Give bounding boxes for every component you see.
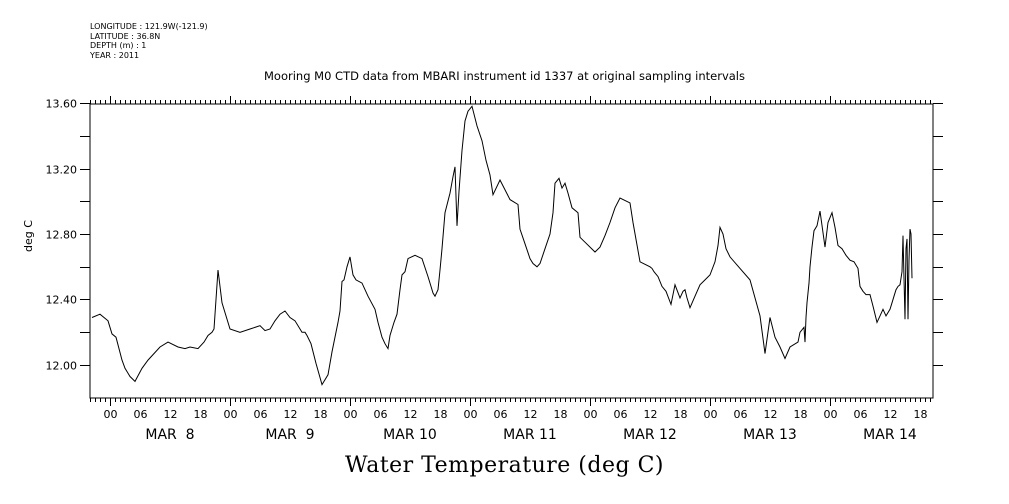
x-hour-tick-label: 00 xyxy=(224,408,238,421)
x-hour-tick-label: 00 xyxy=(464,408,478,421)
x-day-label: MAR 14 xyxy=(863,427,917,443)
x-hour-tick-label: 18 xyxy=(314,408,328,421)
x-hour-tick-label: 00 xyxy=(344,408,358,421)
y-tick-label: 12.40 xyxy=(46,294,78,307)
x-hour-tick-label: 12 xyxy=(644,408,658,421)
x-hour-tick-label: 12 xyxy=(284,408,298,421)
x-day-label: MAR 8 xyxy=(145,427,194,443)
depth-text: DEPTH (m) : 1 xyxy=(90,41,147,50)
x-hour-tick-label: 00 xyxy=(584,408,598,421)
y-tick-label: 13.20 xyxy=(46,164,78,177)
x-hour-tick-label: 18 xyxy=(794,408,808,421)
x-hour-tick-label: 12 xyxy=(164,408,178,421)
plot-frame xyxy=(89,103,934,399)
x-ticks-group: 00 06 12 18 00 06 12 18 00 06 12 18 00 06 12 18 00 06 12 18… xyxy=(90,96,931,443)
x-hour-tick-label: 06 xyxy=(494,408,508,421)
x-day-label: MAR 10 xyxy=(383,427,437,443)
axes-group xyxy=(89,103,934,399)
y-tick-label: 12.00 xyxy=(46,360,78,373)
x-day-label: MAR 12 xyxy=(623,427,677,443)
x-hour-tick-label: 06 xyxy=(374,408,388,421)
x-hour-tick-label: 12 xyxy=(764,408,778,421)
x-hour-tick-label: 06 xyxy=(854,408,868,421)
x-hour-tick-label: 06 xyxy=(254,408,268,421)
y-ticks-group: 12.00 12.40 12.80 13.20 13.60 xyxy=(46,98,943,373)
chart-title: Mooring M0 CTD data from MBARI instrumen… xyxy=(264,69,745,83)
metadata-block: LONGITUDE : 121.9W(-121.9) LATITUDE : 36… xyxy=(90,22,208,60)
longitude-text: LONGITUDE : 121.9W(-121.9) xyxy=(90,22,208,31)
x-hour-tick-label: 06 xyxy=(734,408,748,421)
series-line-water-temperature xyxy=(91,105,913,386)
x-hour-tick-label: 06 xyxy=(614,408,628,421)
x-day-label: MAR 9 xyxy=(265,427,314,443)
year-text: YEAR : 2011 xyxy=(90,50,140,60)
x-hour-tick-label: 12 xyxy=(884,408,898,421)
x-hour-tick-label: 18 xyxy=(674,408,688,421)
x-hour-tick-label: 18 xyxy=(194,408,208,421)
x-hour-tick-label: 00 xyxy=(824,408,838,421)
y-tick-label: 13.60 xyxy=(46,98,78,111)
y-tick-label: 12.80 xyxy=(46,229,78,242)
x-hour-tick-label: 18 xyxy=(914,408,928,421)
x-axis-title: Water Temperature (deg C) xyxy=(345,453,664,478)
x-hour-tick-label: 00 xyxy=(104,408,118,421)
x-hour-tick-label: 12 xyxy=(404,408,418,421)
x-hour-tick-label: 18 xyxy=(434,408,448,421)
x-hour-tick-label: 18 xyxy=(554,408,568,421)
x-hour-tick-label: 00 xyxy=(704,408,718,421)
x-day-label: MAR 13 xyxy=(743,427,797,443)
x-day-label: MAR 11 xyxy=(503,427,557,443)
latitude-text: LATITUDE : 36.8N xyxy=(90,31,161,41)
x-hour-tick-label: 12 xyxy=(524,408,538,421)
x-hour-tick-label: 06 xyxy=(134,408,148,421)
